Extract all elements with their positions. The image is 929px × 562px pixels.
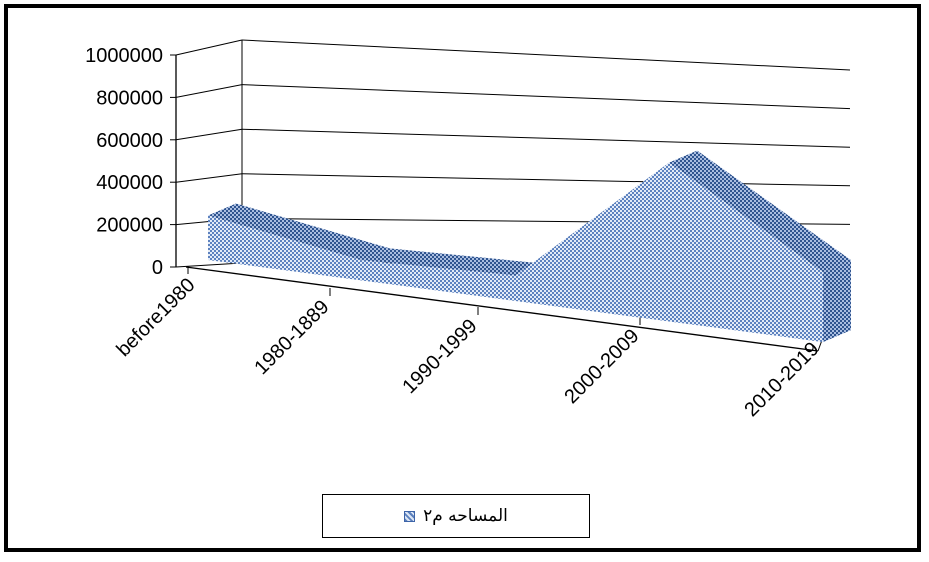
y-tick-label: 0 — [152, 257, 163, 279]
y-tick-label: 200000 — [96, 215, 163, 237]
area-top-surface — [208, 203, 390, 261]
back-gridline — [241, 128, 851, 148]
side-gridline — [175, 128, 243, 141]
y-tick-labels: 1000000 800000 600000 400000 200000 0 — [85, 45, 163, 279]
x-tick-label: 2000-2009 — [560, 325, 643, 408]
area-side-face — [823, 260, 851, 343]
legend-label: المساحه م٢ — [423, 506, 508, 526]
back-gridline — [241, 173, 851, 187]
x-tick-label: 1990-1999 — [398, 315, 481, 398]
gridlines — [175, 39, 851, 268]
x-tick-label: 1980-1889 — [250, 296, 333, 379]
legend-swatch — [404, 510, 416, 522]
y-tick-label: 600000 — [96, 130, 163, 152]
x-axis-line — [185, 266, 819, 352]
y-tick-label: 1000000 — [85, 45, 163, 67]
area-top-surface — [669, 150, 851, 273]
x-tick-label: 2010-2019 — [740, 338, 823, 421]
side-gridline — [175, 173, 243, 183]
area-top-surface — [361, 248, 544, 276]
y-tick-label: 800000 — [96, 87, 163, 109]
y-tick-label: 400000 — [96, 172, 163, 194]
back-gridline — [241, 84, 851, 110]
area-series — [208, 150, 851, 343]
x-tick-label: before1980 — [112, 274, 199, 361]
side-gridline — [175, 39, 243, 56]
side-gridline — [175, 84, 243, 98]
legend: المساحه م٢ — [322, 494, 590, 538]
back-gridline — [241, 39, 851, 71]
area-front-face — [208, 162, 823, 343]
side-gridline — [175, 262, 243, 268]
